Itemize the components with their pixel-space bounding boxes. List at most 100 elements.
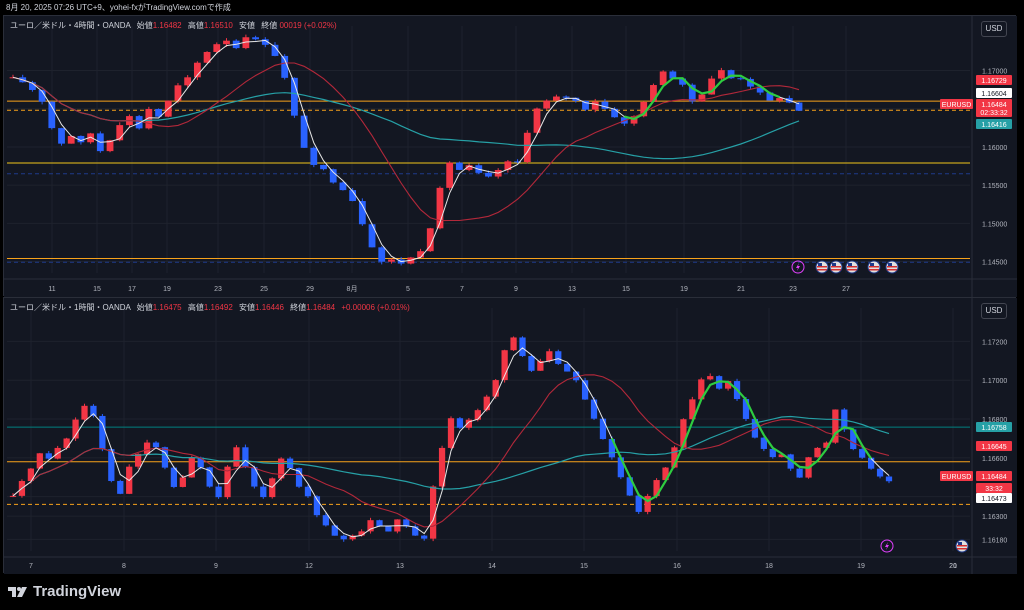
candle-body <box>747 78 754 87</box>
price-tag <box>976 75 1012 85</box>
price-tag-label: 1.16473 <box>981 496 1006 503</box>
x-tick-label: 8 <box>122 563 126 570</box>
us-flag-icon <box>957 548 967 550</box>
candle-body <box>106 140 114 152</box>
candle-body <box>203 51 211 63</box>
candle-body <box>310 147 318 165</box>
candle-body <box>436 187 444 229</box>
chart-4h-svg[interactable]: 1.170001.165001.160001.155001.150001.145… <box>4 16 1017 297</box>
legend-high: 1.16492 <box>203 303 233 312</box>
candle-body <box>161 447 169 468</box>
candle-body <box>756 86 764 93</box>
candle-body <box>152 442 160 448</box>
candle-body <box>640 101 648 117</box>
candle-body <box>553 96 560 101</box>
price-tag <box>976 99 1012 109</box>
us-flag-icon <box>847 266 857 268</box>
candle-body <box>135 453 142 467</box>
candle-body <box>67 135 75 144</box>
candle-body <box>184 77 192 86</box>
legend-1h: ユーロ／米ドル・1時間・OANDA 始値1.16475 高値1.16492 安値… <box>10 302 410 313</box>
candle-body <box>27 468 35 482</box>
candle-body <box>867 457 875 469</box>
candle-body <box>601 101 609 109</box>
candle-body <box>885 476 893 482</box>
candle-body <box>504 161 512 170</box>
candle-body <box>650 85 657 102</box>
candle-body <box>291 77 298 116</box>
candle-body <box>689 399 696 420</box>
candle-body <box>340 535 347 540</box>
candle-body <box>213 44 221 52</box>
us-flag-icon <box>817 269 827 271</box>
x-tick-label: 18 <box>765 563 773 570</box>
candle-body <box>582 100 589 110</box>
price-tag-label: 1.16484 <box>981 102 1006 109</box>
legend-high: 1.16510 <box>203 21 233 30</box>
candle-body <box>320 164 327 170</box>
price-tag <box>976 88 1012 98</box>
legend-low-label: 安値 <box>239 303 256 312</box>
candle-body <box>143 442 151 454</box>
candle-body <box>90 405 97 416</box>
candle-body <box>193 62 201 78</box>
candle-body <box>9 495 17 497</box>
candle-body <box>72 419 79 439</box>
candle-body <box>385 526 392 532</box>
candle-body <box>174 85 182 101</box>
candle-body <box>412 526 419 536</box>
candle-body <box>796 468 803 478</box>
candle-body <box>523 132 531 163</box>
tradingview-logo[interactable]: TradingView <box>8 583 121 600</box>
bolt-icon <box>796 263 800 271</box>
attribution-bar: 8月 20, 2025 07:26 UTC+9、yohei-fxがTrading… <box>0 0 1024 14</box>
candle-body <box>465 419 473 428</box>
candle-body <box>367 520 374 532</box>
y-tick-label: 1.16300 <box>982 514 1007 521</box>
candle-body <box>38 89 46 102</box>
chart-1h-svg[interactable]: 1.172001.170001.168001.166001.164001.163… <box>4 298 1017 574</box>
x-tick-label: 9 <box>514 286 518 293</box>
x-tick-label: 15 <box>93 286 101 293</box>
currency-button[interactable]: USD <box>981 303 1007 319</box>
currency-button[interactable]: USD <box>981 21 1007 37</box>
ma-highlight-line <box>624 74 781 121</box>
us-flag-icon <box>958 542 962 545</box>
ma-mid-line <box>12 374 890 528</box>
candle-body <box>653 480 660 496</box>
x-tick-label: 17 <box>128 286 136 293</box>
y-tick-label: 1.16000 <box>982 145 1007 152</box>
price-tag-label: 33:32 <box>985 486 1003 493</box>
candle-body <box>224 466 231 498</box>
footer: TradingView <box>0 574 1024 610</box>
candle-body <box>465 165 473 170</box>
price-tag-label: 1.16604 <box>981 91 1006 98</box>
candle-body <box>611 108 619 118</box>
candle-body <box>510 337 517 351</box>
legend-open: 1.16482 <box>152 21 182 30</box>
candle-body <box>501 350 508 381</box>
price-tag-label: 1.16416 <box>981 122 1006 129</box>
candle-body <box>727 70 735 79</box>
candle-body <box>447 418 455 448</box>
candle-body <box>537 360 544 371</box>
candle-body <box>519 337 526 357</box>
chart-panel-4h[interactable]: 1.170001.165001.160001.155001.150001.145… <box>3 15 1017 297</box>
candle-body <box>546 351 553 361</box>
candle-body <box>707 376 714 380</box>
candle-body <box>591 101 599 110</box>
candle-body <box>242 37 250 49</box>
x-tick-label: 16 <box>673 563 681 570</box>
x-tick-label: 7 <box>460 286 464 293</box>
chart-panel-1h[interactable]: 1.172001.170001.168001.166001.164001.163… <box>3 297 1017 574</box>
candle-body <box>795 102 803 111</box>
x-tick-label: 19 <box>163 286 171 293</box>
candle-body <box>403 519 410 527</box>
candle-body <box>581 380 589 400</box>
price-tag <box>976 471 1012 481</box>
us-flag-icon <box>870 263 874 266</box>
candle-body <box>671 447 678 468</box>
candle-body <box>48 101 56 129</box>
candle-body <box>242 447 249 468</box>
candle-body <box>329 169 337 183</box>
